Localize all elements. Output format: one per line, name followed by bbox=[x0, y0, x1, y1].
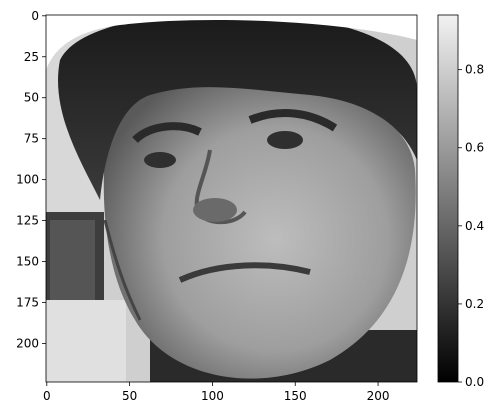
y-tick-label: 50 bbox=[24, 91, 39, 105]
x-tick-label: 100 bbox=[201, 389, 224, 403]
y-tick-label: 25 bbox=[24, 50, 39, 64]
colorbar-axis: 0.0 0.2 0.4 0.6 0.8 bbox=[458, 63, 484, 389]
face-image bbox=[46, 15, 417, 382]
colorbar-tick-label: 0.4 bbox=[465, 219, 484, 233]
y-tick-label: 100 bbox=[16, 173, 39, 187]
colorbar bbox=[437, 14, 459, 383]
colorbar-tick-label: 0.0 bbox=[465, 375, 484, 389]
y-tick-label: 75 bbox=[24, 132, 39, 146]
x-tick-label: 50 bbox=[122, 389, 137, 403]
x-tick-label: 0 bbox=[43, 389, 51, 403]
y-tick-label: 0 bbox=[31, 9, 39, 23]
y-tick-label: 175 bbox=[16, 296, 39, 310]
y-tick-label: 125 bbox=[16, 214, 39, 228]
colorbar-tick-label: 0.6 bbox=[465, 141, 484, 155]
colorbar-tick-label: 0.2 bbox=[465, 297, 484, 311]
plot-frame bbox=[45, 14, 418, 383]
x-tick-label: 200 bbox=[367, 389, 390, 403]
y-tick-label: 150 bbox=[16, 255, 39, 269]
y-axis: 0 25 50 75 100 125 150 175 200 bbox=[16, 9, 46, 350]
x-tick-label: 150 bbox=[284, 389, 307, 403]
y-tick-label: 200 bbox=[16, 336, 39, 350]
colorbar-tick-label: 0.8 bbox=[465, 63, 484, 77]
x-axis: 0 50 100 150 200 bbox=[43, 382, 390, 403]
